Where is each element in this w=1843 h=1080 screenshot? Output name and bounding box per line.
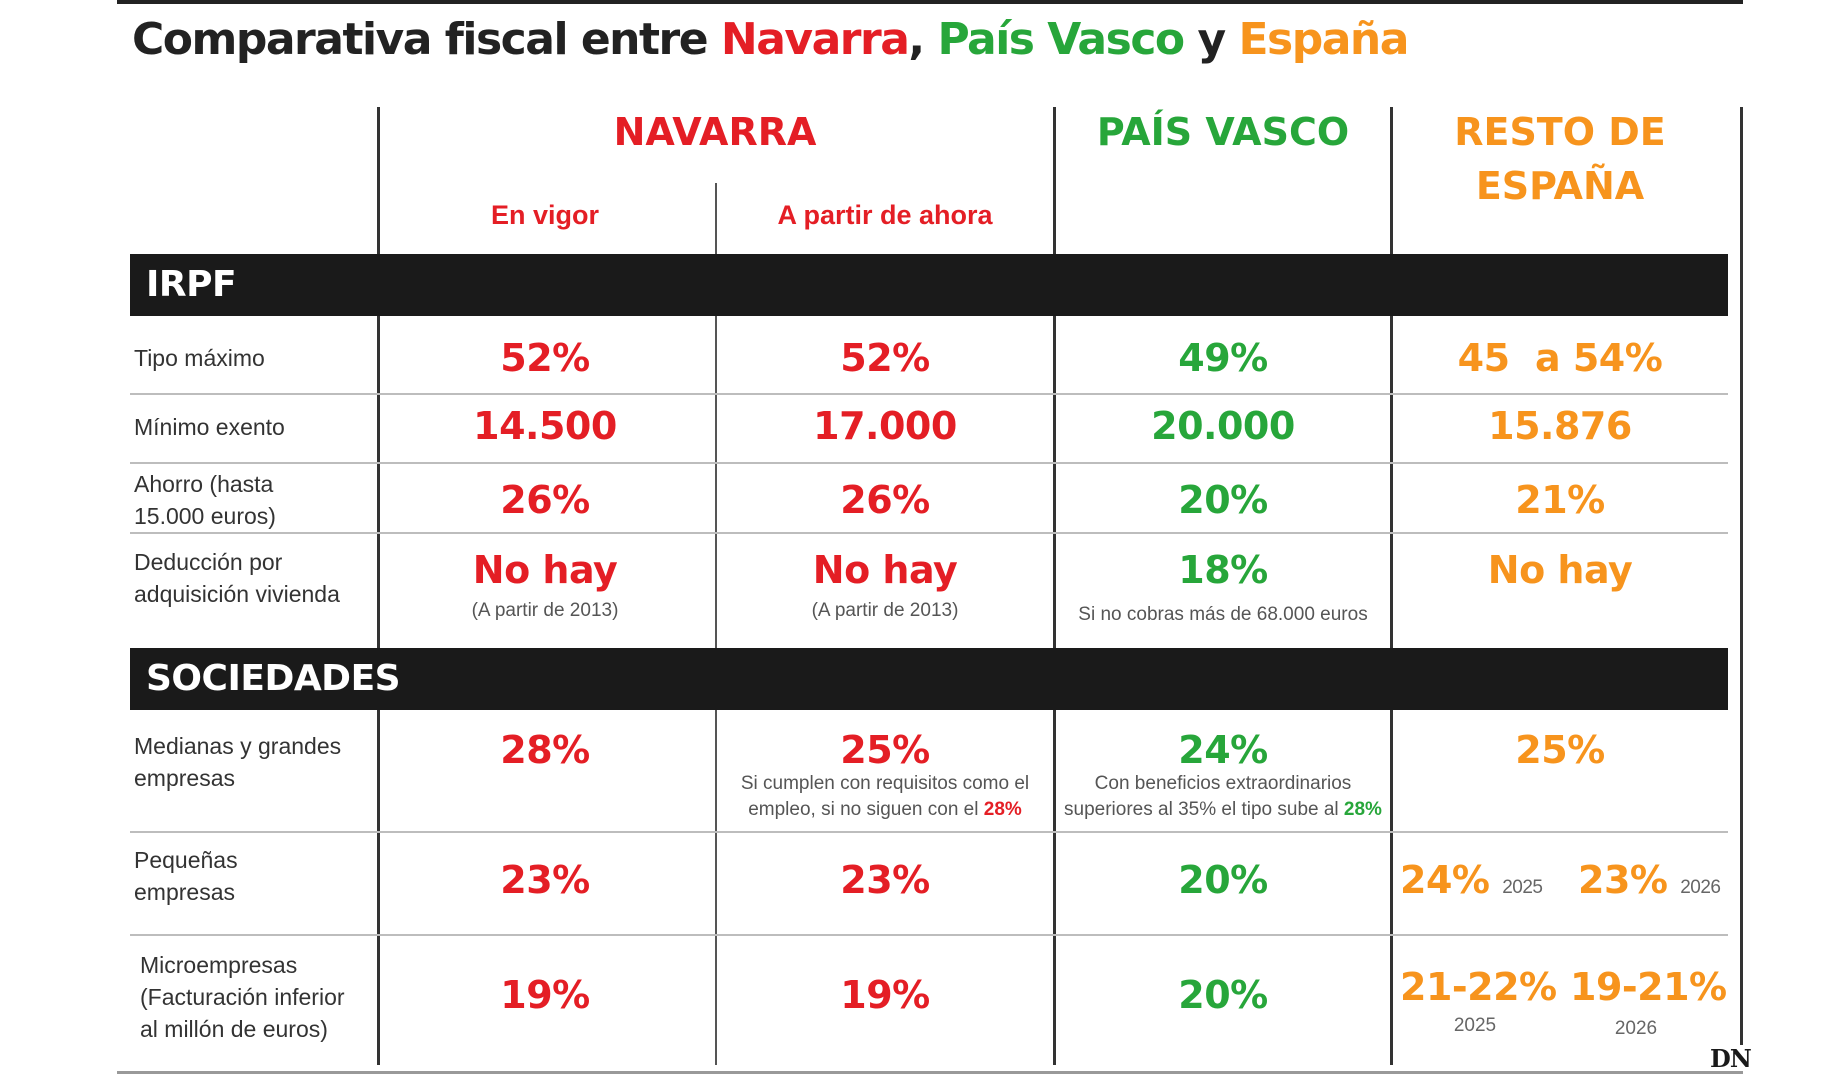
cell-minimo-exento-nav-ahora: 17.000 [813,404,957,448]
header-navarra-a-partir: A partir de ahora [777,200,993,230]
row-label-line: al millón de euros) [140,1016,328,1042]
row-label-line: empresas [134,765,235,791]
row-divider [130,831,1728,833]
cell-minimo-exento-pv: 20.000 [1151,404,1295,448]
cell-minimo-exento-resto: 15.876 [1488,404,1632,448]
row-label-micro: Microempresas (Facturación inferior al m… [140,949,380,1045]
divider-navarra-sub [715,183,717,648]
micro-resto-a-year: 2025 [1453,1015,1497,1036]
note-deduccion-nav-ahora: (A partir de 2013) [811,600,959,621]
header-navarra-en-vigor: En vigor [490,200,599,230]
note-medianas-nav-ahora: Si cumplen con requisitos como el empleo… [720,771,1050,823]
row-label-line: Microempresas [140,952,298,978]
row-label-line: 15.000 euros) [134,503,276,529]
row-label-medianas: Medianas y grandes empresas [134,730,374,794]
note-line: Con beneficios extraordinarios [1094,773,1352,794]
divider-pais-vasco [1053,107,1056,1065]
divider-right [1740,107,1743,1045]
cell-pequenas-resto-2026: 23% 2026 [1578,858,1721,902]
row-label-line: (Facturación inferior [140,984,345,1010]
row-label-pequenas: Pequeñas empresas [134,844,374,908]
cell-medianas-nav-vigor: 28% [500,728,590,772]
cell-deduccion-nav-vigor: No hay [472,548,618,592]
cell-ahorro-resto: 21% [1515,478,1605,522]
cell-micro-resto-a: 21-22% [1400,965,1557,1009]
cell-pequenas-nav-ahora: 23% [840,858,930,902]
cell-medianas-resto: 25% [1515,728,1605,772]
cell-minimo-exento-nav-vigor: 14.500 [473,404,617,448]
note-line: empleo, si no siguen con el 28% [748,799,1022,820]
micro-resto-b-year: 2026 [1614,1018,1658,1039]
year-label: 2026 [1680,877,1721,898]
row-label-deduccion: Deducción por adquisición vivienda [134,546,374,610]
source-logo: DN [1710,1044,1752,1073]
row-label-minimo-exento: Mínimo exento [134,414,285,440]
cell-pequenas-pv: 20% [1178,858,1268,902]
row-divider [130,532,1728,534]
header-pais-vasco: PAÍS VASCO [1096,110,1350,154]
cell-tipo-maximo-nav-vigor: 52% [500,336,590,380]
cell-deduccion-resto: No hay [1487,548,1633,592]
row-label-line: Ahorro (hasta [134,471,274,497]
cell-pequenas-resto-2025: 24% 2025 [1400,858,1543,902]
note-line: Si cumplen con requisitos como el [740,773,1030,794]
cell-ahorro-pv: 20% [1178,478,1268,522]
cell-deduccion-nav-ahora: No hay [812,548,958,592]
row-label-ahorro: Ahorro (hasta 15.000 euros) [134,468,374,532]
row-label-line: adquisición vivienda [134,581,340,607]
section-irpf: IRPF [130,254,1728,316]
cell-tipo-maximo-resto: 45 a 54% [1457,336,1663,380]
cell-micro-nav-ahora: 19% [840,973,930,1017]
section-sociedades: SOCIEDADES [130,648,1728,710]
divider-navarra-sub-2 [715,710,717,1065]
cell-micro-nav-vigor: 19% [500,973,590,1017]
page-title: Comparativa fiscal entre Navarra, País V… [132,14,1409,65]
row-divider [130,462,1728,464]
row-label-line: Medianas y grandes [134,733,342,759]
cell-pequenas-nav-vigor: 23% [500,858,590,902]
row-label-tipo-maximo: Tipo máximo [134,345,265,371]
row-label-line: Deducción por [134,549,283,575]
note-medianas-pv: Con beneficios extraordinarios superiore… [1058,771,1388,823]
cell-ahorro-nav-vigor: 26% [500,478,590,522]
cell-tipo-maximo-nav-ahora: 52% [840,336,930,380]
cell-tipo-maximo-pv: 49% [1178,336,1268,380]
top-rule [117,0,1743,4]
header-resto-line1: RESTO DE [1454,110,1666,154]
header-resto-line2: ESPAÑA [1475,164,1645,208]
row-label-line: empresas [134,879,235,905]
cell-medianas-pv: 24% [1178,728,1268,772]
bottom-rule [117,1071,1743,1074]
cell-micro-resto-b: 19-21% [1570,965,1727,1009]
note-deduccion-nav-vigor: (A partir de 2013) [471,600,619,621]
cell-medianas-nav-ahora: 25% [840,728,930,772]
row-label-line: Pequeñas [134,847,238,873]
row-divider [130,934,1728,936]
cell-deduccion-pv: 18% [1178,548,1268,592]
header-navarra: NAVARRA [613,110,817,154]
value: 24% [1400,858,1490,902]
year-label: 2025 [1502,877,1543,898]
value: 23% [1578,858,1668,902]
cell-ahorro-nav-ahora: 26% [840,478,930,522]
note-line: superiores al 35% el tipo sube al 28% [1064,799,1382,820]
note-deduccion-pv: Si no cobras más de 68.000 euros [1078,604,1368,625]
cell-micro-pv: 20% [1178,973,1268,1017]
divider-label-col [377,107,380,1065]
divider-resto [1390,107,1393,1065]
row-divider [130,393,1728,395]
